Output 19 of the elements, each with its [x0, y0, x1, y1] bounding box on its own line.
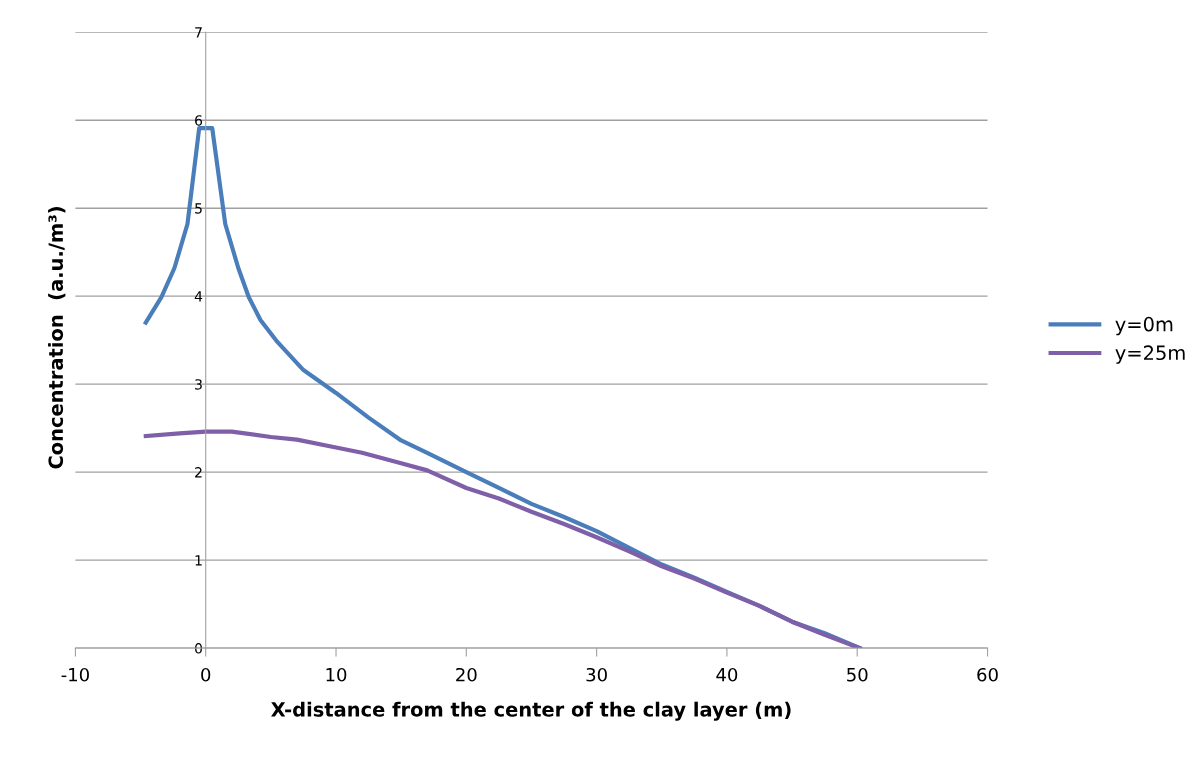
- y-tick-label: 0: [195, 643, 203, 654]
- y-tick-label: 5: [195, 203, 202, 214]
- x-tick-label: 30: [586, 667, 607, 682]
- y-tick-label: 3: [195, 379, 202, 390]
- x-tick-label: -10: [61, 667, 89, 682]
- y-tick-label: 4: [194, 291, 203, 302]
- x-tick-label: 40: [716, 667, 738, 682]
- y-tick-label: 7: [195, 27, 202, 38]
- y-axis-title: Concentration (a.u./m³): [48, 207, 66, 469]
- y-tick-label: 1: [195, 555, 202, 566]
- legend-label: y=25m: [1115, 345, 1185, 364]
- x-axis-title: X-distance from the center of the clay layer (m): [271, 701, 791, 721]
- x-tick-label: 10: [326, 667, 347, 682]
- y-tick-label: 2: [195, 467, 202, 478]
- legend-label: y=0m: [1115, 316, 1173, 336]
- x-tick-label: 60: [977, 667, 998, 682]
- y-tick-label: 6: [195, 115, 203, 126]
- x-tick-label: 20: [456, 667, 477, 682]
- x-tick-label: 50: [847, 667, 868, 682]
